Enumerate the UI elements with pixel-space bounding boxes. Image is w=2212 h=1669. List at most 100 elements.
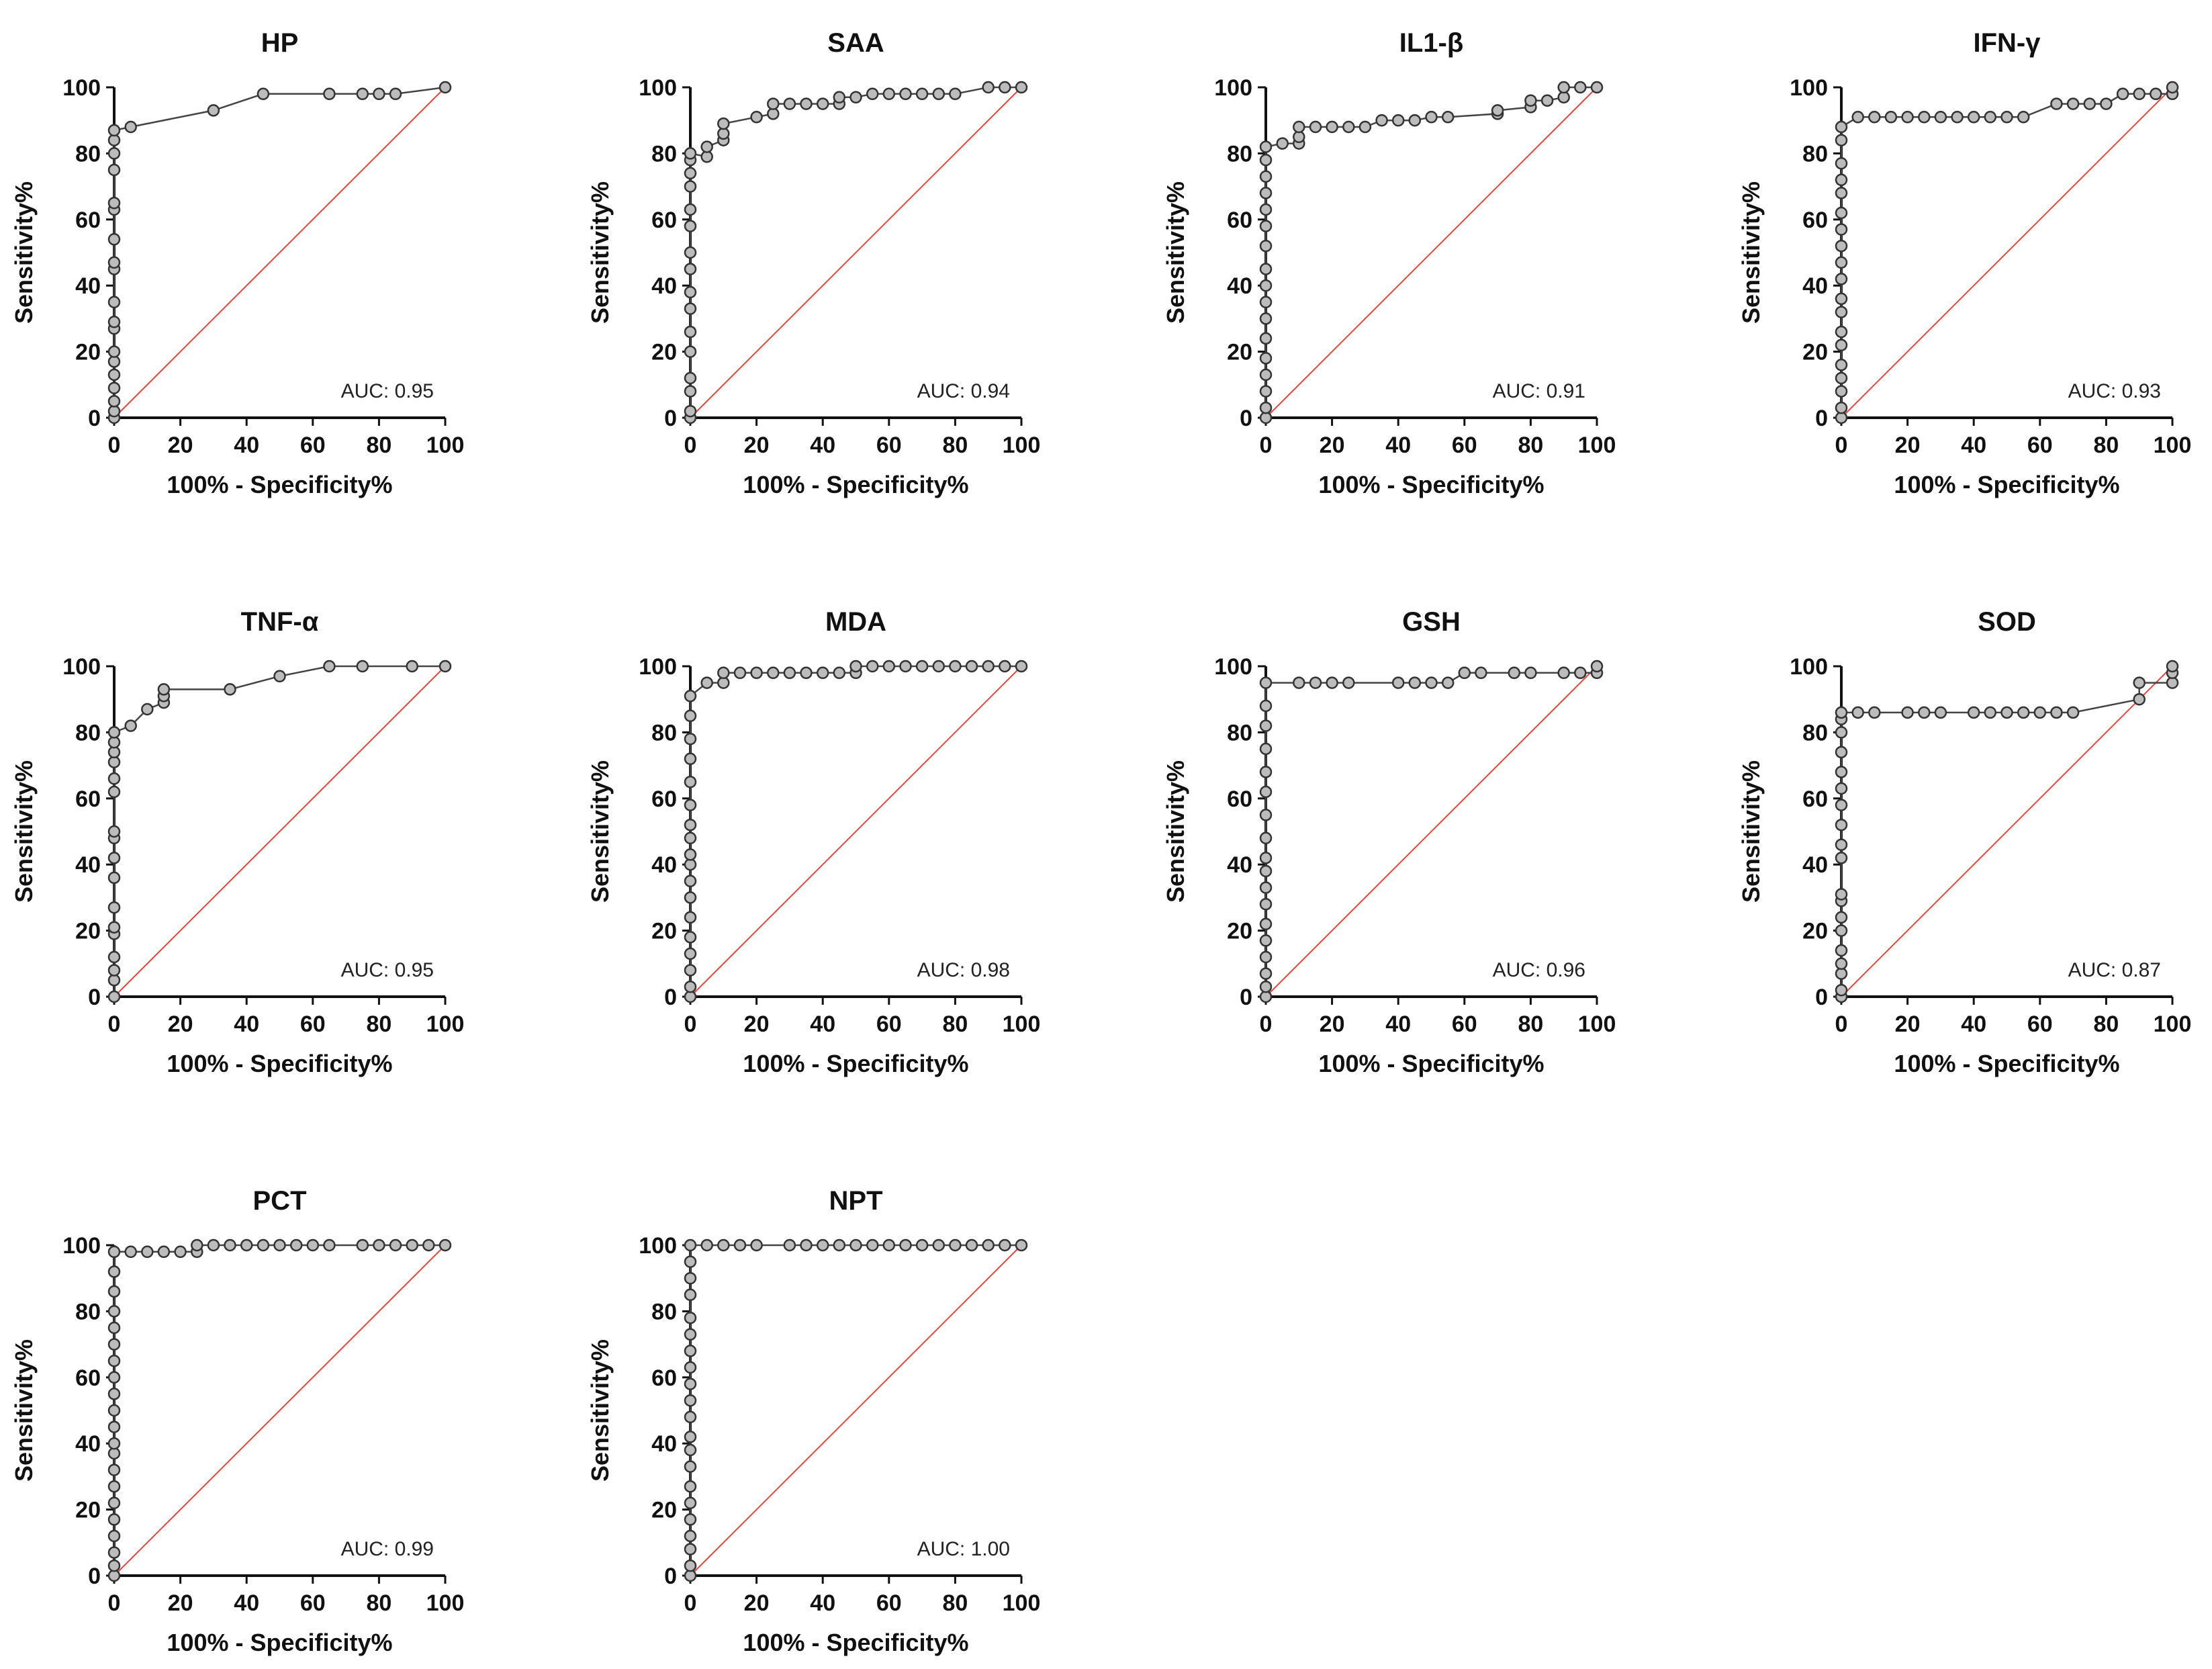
roc-point <box>1259 220 1273 232</box>
roc-point <box>684 1288 697 1302</box>
roc-point <box>191 1238 203 1252</box>
y-tick-label: 100 <box>639 1233 677 1259</box>
roc-point <box>323 660 336 673</box>
y-tick-label: 0 <box>664 406 677 431</box>
roc-point <box>684 1361 697 1374</box>
roc-point <box>224 683 236 696</box>
y-tick-label: 40 <box>75 1431 101 1457</box>
roc-point <box>684 404 697 418</box>
y-tick-label: 0 <box>88 406 101 431</box>
roc-point <box>1015 660 1028 673</box>
roc-point <box>1884 111 1898 124</box>
roc-point <box>1835 371 1848 385</box>
y-tick-label: 100 <box>62 1233 101 1259</box>
roc-point <box>2166 81 2179 94</box>
roc-point <box>849 1238 862 1252</box>
roc-point <box>684 1559 697 1572</box>
x-axis-label: 100% - Specificity% <box>1894 471 2119 498</box>
roc-point <box>684 911 697 924</box>
roc-point <box>1835 239 1848 253</box>
x-tick-label: 80 <box>2093 1011 2119 1037</box>
x-tick-label: 60 <box>876 1590 902 1616</box>
roc-point <box>1015 81 1028 94</box>
roc-point <box>224 1238 236 1252</box>
roc-point <box>949 1238 962 1252</box>
roc-point <box>1540 94 1554 107</box>
roc-point <box>107 368 121 381</box>
auc-annotation: AUC: 0.94 <box>917 380 1010 402</box>
y-tick-label: 100 <box>1790 75 1828 101</box>
y-tick-label: 40 <box>651 273 677 299</box>
panel-title: TNF-α <box>241 607 319 637</box>
roc-point <box>1259 766 1273 778</box>
x-tick-label: 20 <box>744 1011 770 1037</box>
roc-point <box>717 666 730 680</box>
roc-point <box>982 1238 995 1252</box>
roc-point <box>1934 706 1947 719</box>
roc-point <box>1259 279 1273 292</box>
x-tick-label: 0 <box>1260 433 1273 458</box>
roc-point <box>107 1371 121 1384</box>
roc-point <box>1851 706 1864 719</box>
reference-diagonal-line <box>113 87 446 418</box>
y-tick-label: 20 <box>651 1498 677 1523</box>
y-tick-label: 60 <box>75 208 101 233</box>
y-tick-label: 40 <box>1802 852 1828 878</box>
roc-point <box>107 1513 121 1526</box>
x-axis-label: 100% - Specificity% <box>167 1629 392 1656</box>
roc-panel-9: PCT 0 20 40 60 80 100 0 20 40 60 80 100 100% - Specif… <box>10 1186 464 1656</box>
y-tick-label: 100 <box>639 654 677 680</box>
x-axis-label: 100% - Specificity% <box>743 1629 968 1656</box>
roc-point <box>1524 666 1537 680</box>
roc-point <box>684 220 697 232</box>
roc-point <box>406 660 418 673</box>
y-tick-label: 20 <box>1227 919 1252 944</box>
x-tick-label: 40 <box>234 433 259 458</box>
roc-point <box>107 964 121 977</box>
roc-point <box>2000 706 2013 719</box>
x-tick-label: 100 <box>1578 433 1616 458</box>
y-tick-label: 20 <box>75 919 101 944</box>
roc-point <box>107 1338 121 1351</box>
roc-point <box>107 1404 121 1417</box>
y-tick-label: 80 <box>75 720 101 746</box>
roc-curve-line <box>689 1244 1021 1576</box>
x-tick-label: 0 <box>108 1590 121 1616</box>
x-tick-label: 60 <box>300 1011 326 1037</box>
roc-point <box>684 147 697 160</box>
roc-point <box>915 660 929 673</box>
x-tick-label: 80 <box>942 433 968 458</box>
roc-point <box>750 666 763 680</box>
x-tick-label: 20 <box>744 1590 770 1616</box>
x-tick-label: 40 <box>1385 1011 1411 1037</box>
roc-point <box>1835 339 1848 352</box>
roc-point <box>1441 676 1455 689</box>
roc-point <box>356 87 369 101</box>
roc-point <box>1835 957 1848 971</box>
roc-point <box>1835 911 1848 924</box>
y-axis-label: Sensitivity% <box>10 181 38 324</box>
x-tick-label: 0 <box>1260 1011 1273 1037</box>
panel-title: NPT <box>829 1186 883 1216</box>
roc-point <box>684 799 697 811</box>
x-tick-label: 40 <box>234 1011 259 1037</box>
roc-point <box>684 1238 697 1252</box>
roc-point <box>1375 114 1388 127</box>
roc-point <box>1259 368 1273 381</box>
y-tick-label: 40 <box>75 273 101 299</box>
x-axis-label: 100% - Specificity% <box>167 471 392 498</box>
roc-point <box>882 1238 896 1252</box>
roc-point <box>1524 94 1537 107</box>
roc-point <box>684 325 697 339</box>
roc-point <box>141 1245 154 1259</box>
y-tick-label: 20 <box>651 919 677 944</box>
roc-point <box>1342 120 1355 134</box>
panel-title: SAA <box>827 28 884 58</box>
roc-point <box>2066 706 2080 719</box>
roc-point <box>107 316 121 328</box>
roc-point <box>733 1238 747 1252</box>
roc-point <box>684 1328 697 1341</box>
x-tick-label: 0 <box>1835 433 1848 458</box>
roc-point <box>107 163 121 177</box>
roc-point <box>2050 97 2063 110</box>
